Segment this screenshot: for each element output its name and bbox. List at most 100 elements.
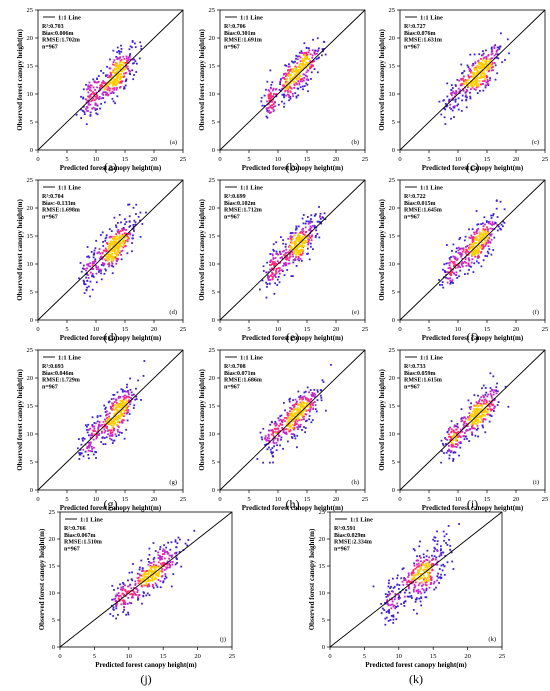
data-point — [109, 246, 112, 249]
data-point — [393, 585, 396, 588]
data-point — [454, 100, 457, 103]
data-point — [468, 245, 471, 248]
data-point — [269, 279, 272, 281]
data-point — [111, 426, 114, 429]
data-point — [271, 254, 274, 257]
data-point — [121, 390, 124, 393]
data-point — [478, 239, 480, 242]
data-point — [135, 213, 137, 215]
data-point — [80, 443, 83, 446]
data-point — [295, 96, 298, 99]
data-point — [448, 454, 451, 457]
data-point — [396, 602, 399, 605]
data-point — [429, 565, 431, 568]
data-point — [486, 226, 488, 229]
data-point — [288, 83, 291, 85]
data-point — [301, 398, 304, 401]
data-point — [483, 56, 486, 59]
data-point — [266, 283, 269, 285]
x-axis-label: Predicted forest canopy height(m) — [422, 504, 524, 512]
data-point — [420, 566, 423, 569]
data-point — [453, 105, 456, 108]
data-point — [297, 245, 300, 248]
data-point — [496, 224, 499, 226]
data-point — [309, 53, 312, 56]
data-point — [111, 253, 114, 255]
data-point — [95, 281, 98, 284]
data-point — [121, 406, 124, 408]
data-point — [121, 233, 124, 236]
y-tick-label: 5 — [322, 617, 325, 624]
data-point — [306, 56, 309, 58]
data-point — [123, 236, 126, 239]
data-point — [109, 437, 111, 440]
data-point — [136, 572, 139, 575]
data-point — [272, 110, 275, 113]
data-point — [112, 404, 114, 407]
data-point — [471, 76, 474, 79]
data-point — [452, 261, 454, 263]
data-point — [304, 413, 307, 415]
data-point — [131, 595, 134, 598]
data-point — [450, 268, 453, 271]
data-point — [168, 557, 171, 560]
data-point — [309, 66, 312, 68]
data-point — [132, 234, 134, 237]
data-point — [108, 400, 111, 403]
data-point — [115, 75, 118, 77]
data-point — [482, 52, 485, 55]
data-point — [473, 78, 476, 81]
data-point — [446, 544, 449, 546]
data-point — [496, 72, 499, 75]
data-point — [485, 55, 488, 58]
data-point — [271, 277, 274, 280]
data-point — [132, 228, 135, 230]
data-point — [120, 245, 123, 247]
data-point — [455, 435, 458, 438]
data-point — [469, 237, 472, 240]
data-point — [308, 49, 311, 52]
x-tick-label: 0 — [36, 156, 39, 163]
data-point — [301, 52, 304, 54]
data-point — [152, 566, 155, 569]
data-point — [109, 240, 112, 243]
data-point — [389, 604, 392, 607]
data-point — [124, 223, 126, 226]
data-point — [289, 235, 292, 238]
data-point — [425, 564, 428, 567]
data-point — [115, 240, 118, 243]
x-tick-label: 20 — [513, 496, 520, 503]
data-point — [176, 558, 178, 561]
data-point — [284, 420, 286, 423]
data-point — [479, 76, 482, 79]
sample-count: n=967 — [404, 384, 420, 390]
y-tick-label: 25 — [209, 7, 216, 14]
data-point — [87, 255, 90, 258]
data-point — [113, 216, 116, 219]
legend-label: 1:1 Line — [58, 15, 81, 22]
data-point — [274, 428, 277, 431]
data-point — [311, 234, 313, 237]
data-point — [293, 407, 296, 410]
data-point — [468, 440, 471, 443]
data-point — [303, 245, 306, 248]
data-point — [174, 539, 177, 542]
data-point — [91, 447, 94, 450]
data-point — [480, 244, 483, 247]
data-point — [440, 545, 442, 548]
data-point — [299, 78, 302, 81]
data-point — [111, 434, 114, 437]
data-point — [451, 560, 454, 563]
data-point — [417, 573, 419, 576]
data-point — [393, 598, 396, 601]
data-point — [393, 604, 396, 607]
data-point — [478, 409, 481, 412]
data-point — [114, 600, 117, 602]
data-point — [82, 448, 85, 451]
data-point — [452, 459, 455, 462]
data-point — [463, 421, 466, 423]
data-point — [134, 593, 136, 596]
data-point — [407, 587, 410, 590]
data-point — [474, 422, 477, 425]
data-point — [271, 428, 274, 431]
